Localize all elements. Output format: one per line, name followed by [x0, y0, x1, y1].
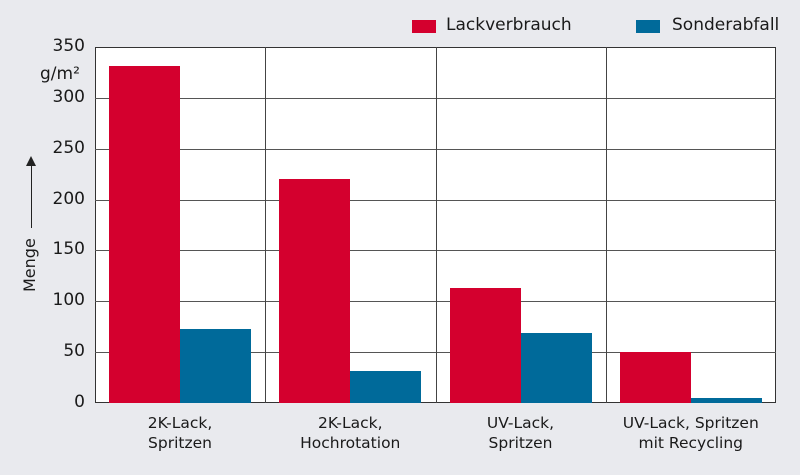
x-tick-label: 2K-Lack, Spritzen [147, 414, 213, 452]
bar-sonderabfall [180, 328, 251, 403]
arrow-up-icon [26, 156, 36, 166]
y-tick-label: 250 [52, 137, 85, 158]
y-tick-label: 350 [52, 36, 85, 56]
bar-sonderabfall [350, 371, 422, 403]
legend-swatch-sonderabfall [636, 20, 660, 33]
bar-lackverbrauch [449, 288, 521, 403]
y-axis-arrow-line [31, 163, 32, 228]
x-tick-label: UV-Lack, Spritzen [486, 414, 555, 452]
legend-label-lackverbrauch: Lackverbrauch [446, 15, 572, 35]
bar-lackverbrauch [109, 66, 180, 403]
y-tick-label: 200 [52, 188, 85, 209]
category-divider [435, 47, 437, 403]
bar-lackverbrauch [279, 179, 351, 403]
y-tick-label: 50 [63, 341, 85, 362]
bar-lackverbrauch [619, 352, 691, 403]
legend-label-sonderabfall: Sonderabfall [672, 15, 780, 35]
y-tick-label: 300 [52, 86, 85, 107]
category-divider [265, 47, 267, 403]
bar-sonderabfall [690, 397, 762, 403]
bar-sonderabfall [520, 332, 592, 403]
y-tick-label: 0 [74, 392, 85, 412]
y-tick-label: 100 [52, 290, 85, 311]
y-tick-label: 150 [52, 239, 85, 260]
x-tick-label: UV-Lack, Spritzen mit Recycling [622, 414, 759, 452]
x-tick-label: 2K-Lack, Hochrotation [300, 414, 401, 452]
y-axis-label: Menge [20, 238, 39, 292]
legend-swatch-lackverbrauch [412, 20, 436, 33]
y-axis-unit: g/m² [40, 64, 80, 84]
category-divider [605, 47, 607, 403]
